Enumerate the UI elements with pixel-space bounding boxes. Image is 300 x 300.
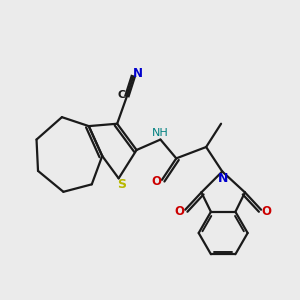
Text: O: O	[175, 205, 185, 218]
Text: NH: NH	[152, 128, 168, 138]
Text: O: O	[262, 205, 272, 218]
Text: N: N	[218, 172, 228, 184]
Text: S: S	[117, 178, 126, 191]
Text: O: O	[152, 175, 162, 188]
Text: C: C	[117, 90, 125, 100]
Text: N: N	[133, 68, 143, 80]
